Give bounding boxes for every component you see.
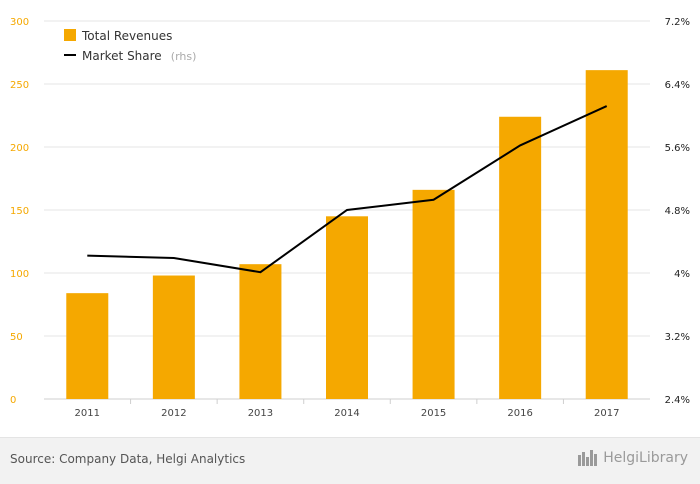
legend-label-total-revenues: Total Revenues (81, 29, 172, 43)
bar-2015 (412, 189, 455, 399)
source-note: Source: Company Data, Helgi Analytics (10, 452, 246, 466)
x-tick-label: 2014 (334, 408, 359, 419)
legend-label-market-share: Market Share (rhs) (82, 45, 196, 64)
y-right-tick-label: 7.2% (665, 17, 690, 28)
market-share-line (87, 105, 608, 274)
y-right-tick-label: 4% (674, 269, 690, 280)
y-left-tick-label: 300 (10, 17, 29, 28)
x-tick-label: 2011 (75, 408, 100, 419)
legend-label-market-share-note: (rhs) (171, 50, 197, 63)
chart: 0 50 100 150 200 250 300 2.4% 3.2% 4% 4.8% 5.6% 6.4… (10, 17, 690, 419)
x-tick-label: 2017 (594, 408, 619, 419)
brand-logo: HelgiLibrary (577, 449, 688, 467)
y-left-tick-label: 250 (10, 80, 29, 91)
bar-series (66, 70, 628, 399)
bar-2017 (585, 70, 628, 399)
y-right-tick-label: 2.4% (665, 395, 690, 406)
y-right-tick-label: 4.8% (665, 206, 690, 217)
x-tick-label: 2015 (421, 408, 446, 419)
bar-2013 (239, 264, 282, 399)
line-series (87, 105, 608, 274)
legend-label-market-share-name: Market Share (82, 49, 162, 63)
legend-swatch-total-revenues (64, 29, 76, 41)
bar-2012 (152, 275, 195, 399)
bar-2016 (499, 116, 542, 399)
y-right-tick-label: 6.4% (665, 80, 690, 91)
y-left-tick-label: 50 (10, 332, 23, 343)
library-icon (578, 450, 598, 466)
bar-2014 (326, 216, 368, 399)
y-left-tick-label: 0 (10, 395, 16, 406)
y-axis-left: 0 50 100 150 200 250 300 (10, 17, 29, 406)
bar-2011 (66, 293, 109, 399)
x-tick-label: 2013 (248, 408, 273, 419)
y-left-tick-label: 150 (10, 206, 29, 217)
y-left-tick-label: 100 (10, 269, 29, 280)
x-tick-label: 2012 (161, 408, 186, 419)
x-axis: 2011 2012 2013 2014 2015 2016 2017 (75, 399, 619, 419)
y-right-tick-label: 3.2% (665, 332, 690, 343)
legend: Total Revenues Market Share (rhs) (64, 29, 196, 64)
footer: Source: Company Data, Helgi Analytics He… (0, 437, 700, 484)
y-left-tick-label: 200 (10, 143, 29, 154)
y-axis-right: 2.4% 3.2% 4% 4.8% 5.6% 6.4% 7.2% (665, 17, 690, 406)
x-tick-label: 2016 (507, 408, 532, 419)
brand-name: HelgiLibrary (603, 450, 688, 466)
y-right-tick-label: 5.6% (665, 143, 690, 154)
